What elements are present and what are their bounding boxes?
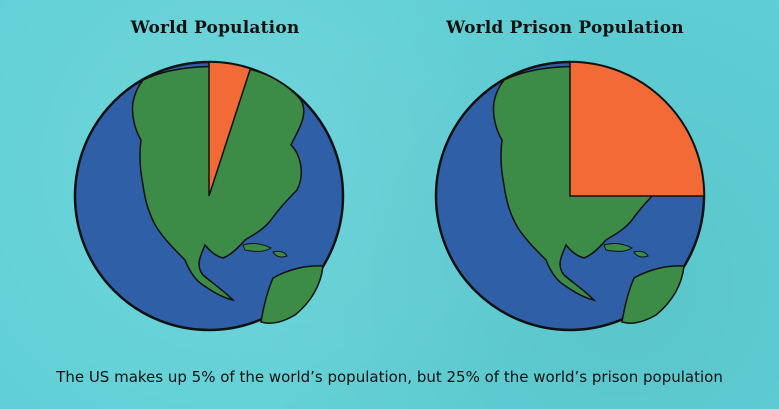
world-population-globe-chart (73, 60, 345, 332)
us-population-slice (208, 61, 252, 197)
south-america-land (621, 265, 685, 324)
caption: The US makes up 5% of the world’s popula… (56, 368, 723, 386)
caribbean-islands (603, 243, 649, 258)
south-america-land (260, 265, 324, 324)
chart-title-world-population: World Population (130, 18, 300, 38)
world-prison-population-globe-chart (434, 60, 706, 332)
caribbean-islands (242, 243, 288, 258)
north-america-land (131, 65, 305, 302)
chart-title-world-prison-population: World Prison Population (446, 18, 684, 38)
us-prison-population-slice (569, 61, 705, 197)
